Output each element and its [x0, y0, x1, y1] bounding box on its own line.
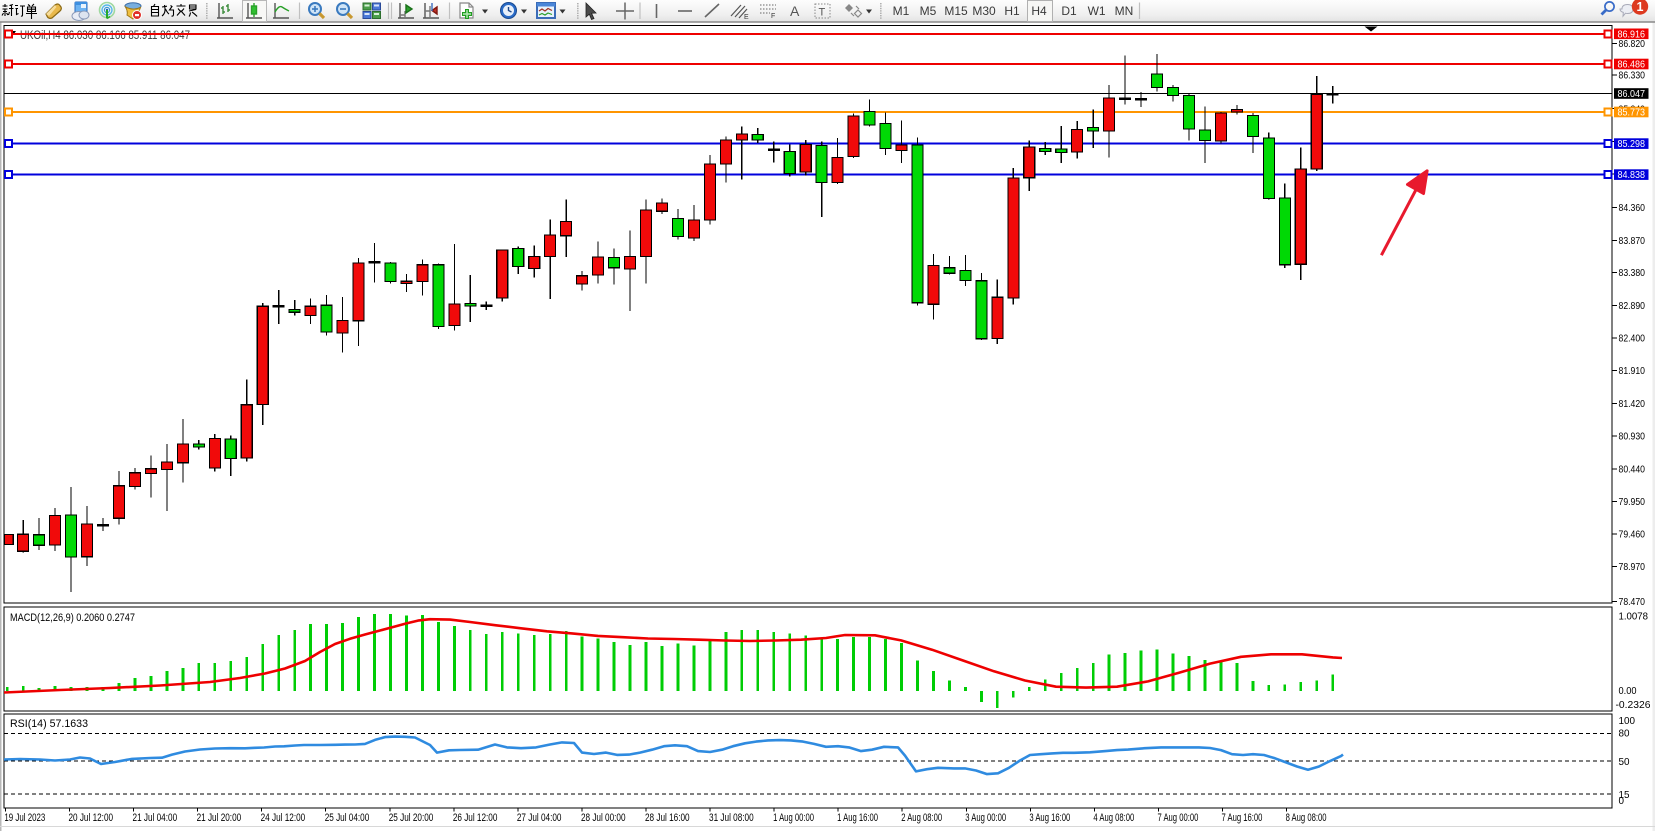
svg-text:86.047: 86.047 [1618, 88, 1646, 100]
svg-text:1 Aug 16:00: 1 Aug 16:00 [837, 812, 878, 824]
svg-text:8 Aug 08:00: 8 Aug 08:00 [1286, 812, 1327, 824]
svg-text:3 Aug 00:00: 3 Aug 00:00 [965, 812, 1006, 824]
svg-text:M5: M5 [920, 4, 937, 18]
svg-text:21 Jul 04:00: 21 Jul 04:00 [133, 812, 178, 824]
svg-text:RSI(14) 57.1633: RSI(14) 57.1633 [10, 718, 88, 730]
svg-text:19 Jul 2023: 19 Jul 2023 [4, 812, 45, 824]
svg-text:82.400: 82.400 [1619, 333, 1646, 345]
svg-text:D1: D1 [1061, 4, 1077, 18]
svg-text:0.00: 0.00 [1619, 685, 1637, 697]
svg-text:79.460: 79.460 [1619, 529, 1646, 541]
svg-text:4 Aug 08:00: 4 Aug 08:00 [1093, 812, 1134, 824]
svg-text:80: 80 [1619, 728, 1630, 740]
svg-text:27 Jul 04:00: 27 Jul 04:00 [517, 812, 562, 824]
svg-text:21 Jul 20:00: 21 Jul 20:00 [197, 812, 242, 824]
svg-text:A: A [790, 3, 800, 19]
svg-text:86.820: 86.820 [1619, 38, 1646, 50]
svg-text:80.930: 80.930 [1619, 431, 1646, 443]
svg-text:82.890: 82.890 [1619, 300, 1646, 312]
svg-text:84.360: 84.360 [1619, 202, 1646, 214]
svg-text:7 Aug 16:00: 7 Aug 16:00 [1222, 812, 1263, 824]
svg-text:1.0078: 1.0078 [1619, 611, 1649, 623]
svg-text:W1: W1 [1088, 4, 1106, 18]
svg-text:UKOil,H4 86.030 86.166 85.911: UKOil,H4 86.030 86.166 85.911 86.047 [20, 30, 190, 42]
svg-text:79.950: 79.950 [1619, 496, 1646, 508]
svg-text:T: T [819, 7, 826, 19]
svg-text:-0.2326: -0.2326 [1616, 699, 1651, 711]
svg-text:M30: M30 [972, 4, 996, 18]
svg-text:25 Jul 04:00: 25 Jul 04:00 [325, 812, 370, 824]
svg-text:28 Jul 00:00: 28 Jul 00:00 [581, 812, 626, 824]
svg-text:20 Jul 12:00: 20 Jul 12:00 [68, 812, 113, 824]
svg-text:100: 100 [1619, 715, 1636, 727]
svg-text:3 Aug 16:00: 3 Aug 16:00 [1029, 812, 1070, 824]
svg-text:MN: MN [1115, 4, 1134, 18]
svg-text:2 Aug 08:00: 2 Aug 08:00 [901, 812, 942, 824]
svg-text:M15: M15 [944, 4, 968, 18]
svg-text:80.440: 80.440 [1619, 464, 1646, 476]
svg-text:86.330: 86.330 [1619, 70, 1646, 82]
svg-text:83.380: 83.380 [1619, 267, 1646, 279]
svg-text:24 Jul 12:00: 24 Jul 12:00 [261, 812, 306, 824]
svg-text:81.420: 81.420 [1619, 398, 1646, 410]
svg-text:50: 50 [1619, 756, 1630, 768]
svg-text:78.970: 78.970 [1619, 561, 1646, 573]
svg-text:1: 1 [1637, 0, 1644, 14]
svg-text:84.838: 84.838 [1618, 169, 1646, 181]
svg-text:26 Jul 12:00: 26 Jul 12:00 [453, 812, 498, 824]
svg-text:25 Jul 20:00: 25 Jul 20:00 [389, 812, 434, 824]
svg-text:M1: M1 [893, 4, 910, 18]
svg-text:81.910: 81.910 [1619, 365, 1646, 377]
svg-text:7 Aug 00:00: 7 Aug 00:00 [1157, 812, 1198, 824]
svg-text:1 Aug 00:00: 1 Aug 00:00 [773, 812, 814, 824]
svg-text:E: E [744, 14, 749, 21]
svg-text:H4: H4 [1031, 4, 1047, 18]
svg-text:F: F [771, 13, 775, 20]
svg-text:0: 0 [1619, 795, 1625, 807]
svg-text:78.470: 78.470 [1619, 596, 1646, 608]
svg-text:H1: H1 [1004, 4, 1020, 18]
svg-text:MACD(12,26,9) 0.2060 0.2747: MACD(12,26,9) 0.2060 0.2747 [10, 612, 135, 624]
svg-text:83.870: 83.870 [1619, 235, 1646, 247]
svg-text:85.298: 85.298 [1618, 138, 1646, 150]
svg-text:28 Jul 16:00: 28 Jul 16:00 [645, 812, 690, 824]
svg-text:31 Jul 08:00: 31 Jul 08:00 [709, 812, 754, 824]
svg-text:85.773: 85.773 [1618, 107, 1646, 119]
